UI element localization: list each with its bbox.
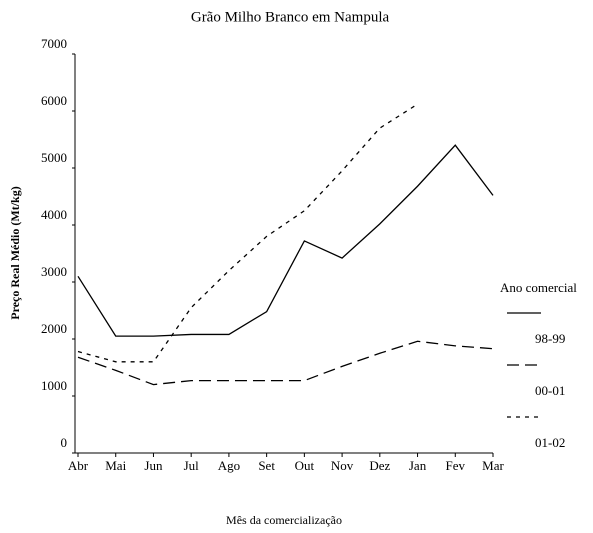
x-tick-label: Out (295, 458, 315, 473)
x-tick-label: Set (258, 458, 275, 473)
x-tick-label: Fev (446, 458, 466, 473)
x-tick-label: Jul (184, 458, 200, 473)
series-line (77, 103, 418, 363)
y-tick-label: 7000 (41, 36, 67, 51)
chart-title: Grão Milho Branco em Nampula (191, 9, 390, 25)
series-line (77, 144, 494, 337)
legend-label: 00-01 (535, 383, 565, 398)
x-tick-label: Jan (409, 458, 427, 473)
y-tick-label: 2000 (41, 321, 67, 336)
y-tick-label: 0 (61, 435, 68, 450)
x-tick-label: Ago (218, 458, 240, 473)
series-line (77, 340, 494, 386)
legend-title: Ano comercial (500, 280, 577, 295)
y-tick-label: 3000 (41, 264, 67, 279)
x-tick-label: Mar (482, 458, 504, 473)
y-tick-label: 4000 (41, 207, 67, 222)
x-tick-label: Jun (144, 458, 163, 473)
x-tick-label: Nov (331, 458, 354, 473)
legend-label: 98-99 (535, 331, 565, 346)
x-tick-label: Mai (105, 458, 126, 473)
legend-label: 01-02 (535, 435, 565, 450)
y-tick-label: 5000 (41, 150, 67, 165)
x-tick-label: Abr (68, 458, 89, 473)
x-axis-label: Mês da comercialização (226, 513, 342, 527)
x-tick-label: Dez (369, 458, 390, 473)
y-tick-label: 6000 (41, 93, 67, 108)
y-tick-label: 1000 (41, 378, 67, 393)
y-axis-label: Preço Real Médio (Mt/kg) (8, 186, 22, 319)
